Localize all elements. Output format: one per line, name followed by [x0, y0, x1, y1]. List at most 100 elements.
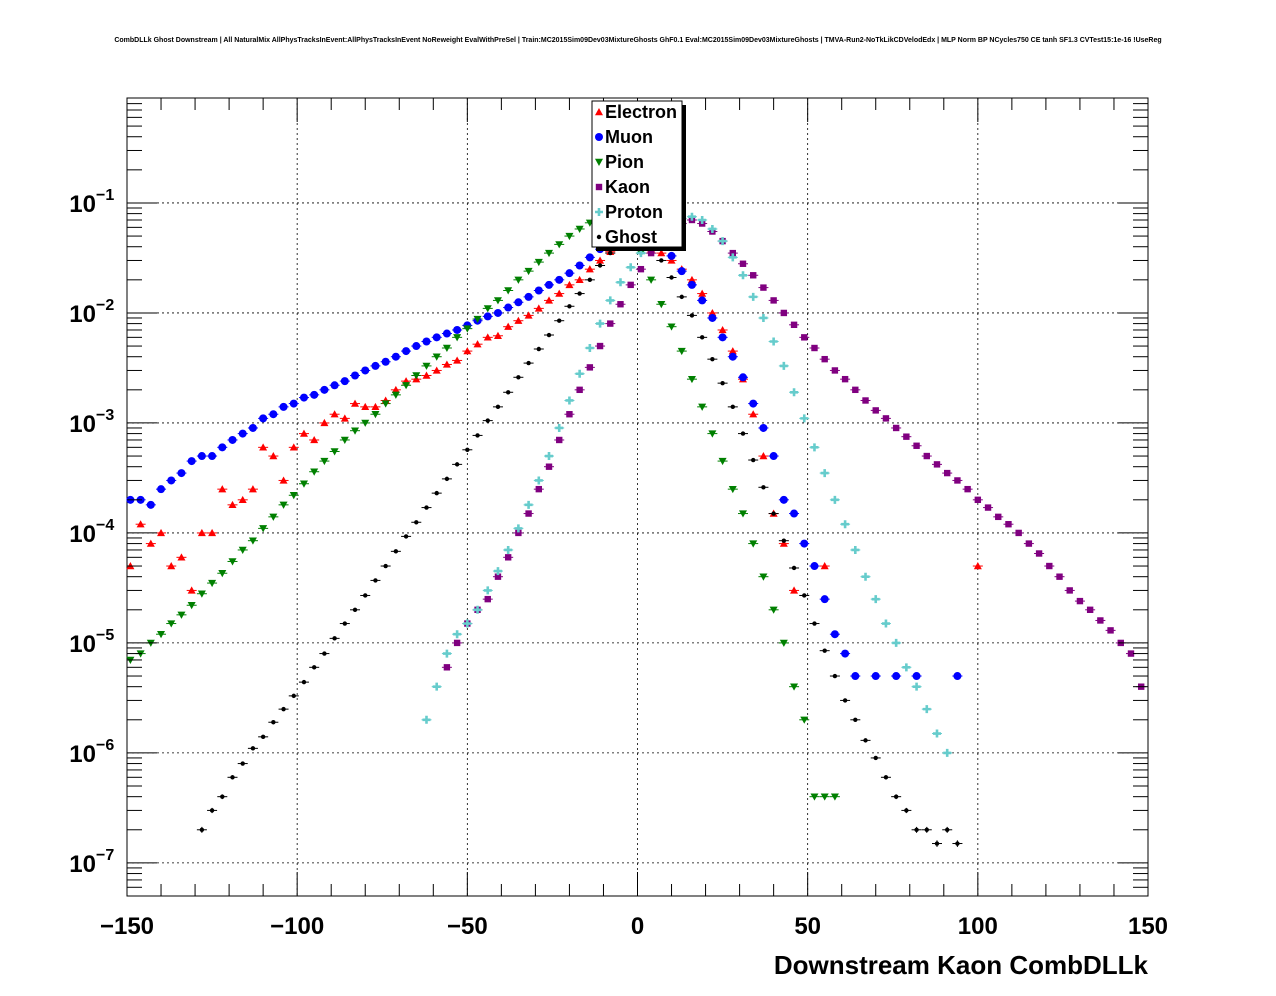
muon-point: [677, 267, 686, 276]
ghost-point: [209, 808, 215, 813]
pion-point: [493, 297, 502, 305]
proton-point: [463, 619, 472, 628]
pion-point: [330, 448, 339, 456]
ghost-point: [567, 304, 572, 309]
kaon-point: [882, 415, 890, 422]
y-tick-label-exponent: −5: [96, 627, 114, 644]
electron-point: [749, 410, 758, 418]
pion-point: [279, 501, 288, 509]
electron-point: [320, 418, 329, 427]
muon-point: [238, 429, 247, 438]
ghost-point: [730, 404, 735, 410]
legend-marker-ghost: [596, 234, 602, 240]
muon-point: [830, 630, 839, 639]
y-tick-label-base: 10: [69, 191, 96, 218]
proton-point: [871, 595, 880, 604]
kaon-point: [525, 510, 532, 517]
electron-point: [422, 371, 431, 379]
pion-point: [289, 492, 298, 500]
proton-point: [892, 638, 901, 647]
y-tick-label-exponent: −6: [96, 737, 114, 754]
pion-point: [453, 334, 462, 342]
proton-point: [769, 337, 778, 346]
electron-point: [351, 399, 360, 407]
proton-point: [698, 215, 707, 224]
kaon-point: [729, 249, 736, 257]
electron-point: [545, 296, 554, 304]
pion-point: [259, 525, 268, 533]
proton-point: [841, 520, 850, 529]
muon-point: [728, 352, 737, 361]
muon-point: [279, 402, 288, 411]
legend-label-proton: Proton: [605, 202, 663, 222]
y-tick-label-base: 10: [69, 411, 96, 438]
kaon-point: [637, 265, 645, 273]
kaon-point: [586, 364, 594, 371]
proton-point: [790, 388, 799, 397]
pion-point: [340, 436, 349, 444]
electron-point: [187, 586, 196, 594]
pion-point: [248, 537, 257, 545]
error-bars: [127, 215, 1147, 847]
pion-point: [442, 344, 451, 353]
ghost-point: [893, 794, 899, 799]
ghost-point: [311, 665, 317, 670]
muon-point: [871, 672, 880, 681]
x-tick-label: 150: [1128, 913, 1168, 940]
muon-point: [432, 333, 441, 342]
ghost-point: [791, 565, 797, 571]
proton-point: [759, 313, 768, 322]
x-tick-label: −50: [447, 913, 488, 940]
pion-point: [759, 573, 768, 581]
y-tick-label-base: 10: [69, 741, 96, 768]
pion-point: [718, 457, 727, 466]
kaon-point: [995, 513, 1002, 521]
electron-point: [565, 280, 574, 289]
electron-point: [167, 562, 176, 570]
electron-point: [718, 325, 727, 334]
y-tick-label-base: 10: [69, 301, 96, 328]
muon-point: [248, 423, 257, 432]
muon-point: [534, 286, 543, 295]
electron-point: [340, 414, 349, 422]
kaon-point: [790, 321, 798, 329]
muon-point: [790, 509, 799, 518]
kaon-point: [821, 355, 828, 363]
electron-point: [289, 443, 298, 451]
kaon-point: [1035, 550, 1043, 557]
ghost-point: [577, 291, 582, 296]
ghost-point: [495, 404, 501, 410]
muon-point: [953, 672, 962, 681]
proton-point: [779, 361, 788, 370]
muon-point: [361, 366, 370, 375]
chart-title: CombDLLk Ghost Downstream | All NaturalM…: [114, 37, 1161, 44]
electron-point: [973, 562, 982, 570]
proton-point: [810, 443, 819, 452]
series-muon: [126, 223, 962, 681]
muon-point: [800, 539, 809, 548]
ghost-point: [516, 375, 521, 380]
electron-point: [820, 562, 829, 570]
pion-point: [524, 267, 533, 276]
proton-point: [728, 253, 737, 262]
proton-point: [687, 212, 696, 221]
legend-label-pion: Pion: [605, 152, 644, 172]
electron-point: [238, 495, 247, 504]
muon-point: [687, 280, 696, 289]
legend-marker-electron: [595, 108, 603, 116]
y-axis: 10−710−610−510−410−310−210−1: [69, 97, 1148, 897]
proton-point: [422, 715, 431, 724]
muon-point: [381, 357, 390, 366]
electron-point: [790, 586, 799, 594]
legend-label-muon: Muon: [605, 127, 653, 147]
kaon-point: [770, 297, 777, 304]
ghost-point: [199, 827, 205, 832]
proton-point: [912, 682, 921, 691]
ghost-point: [557, 318, 562, 323]
ghost-point: [363, 593, 368, 598]
pion-point: [238, 546, 247, 554]
proton-point: [534, 476, 543, 485]
kaon-point: [1086, 606, 1094, 614]
muon-point: [483, 312, 492, 321]
series-pion: [126, 213, 839, 801]
